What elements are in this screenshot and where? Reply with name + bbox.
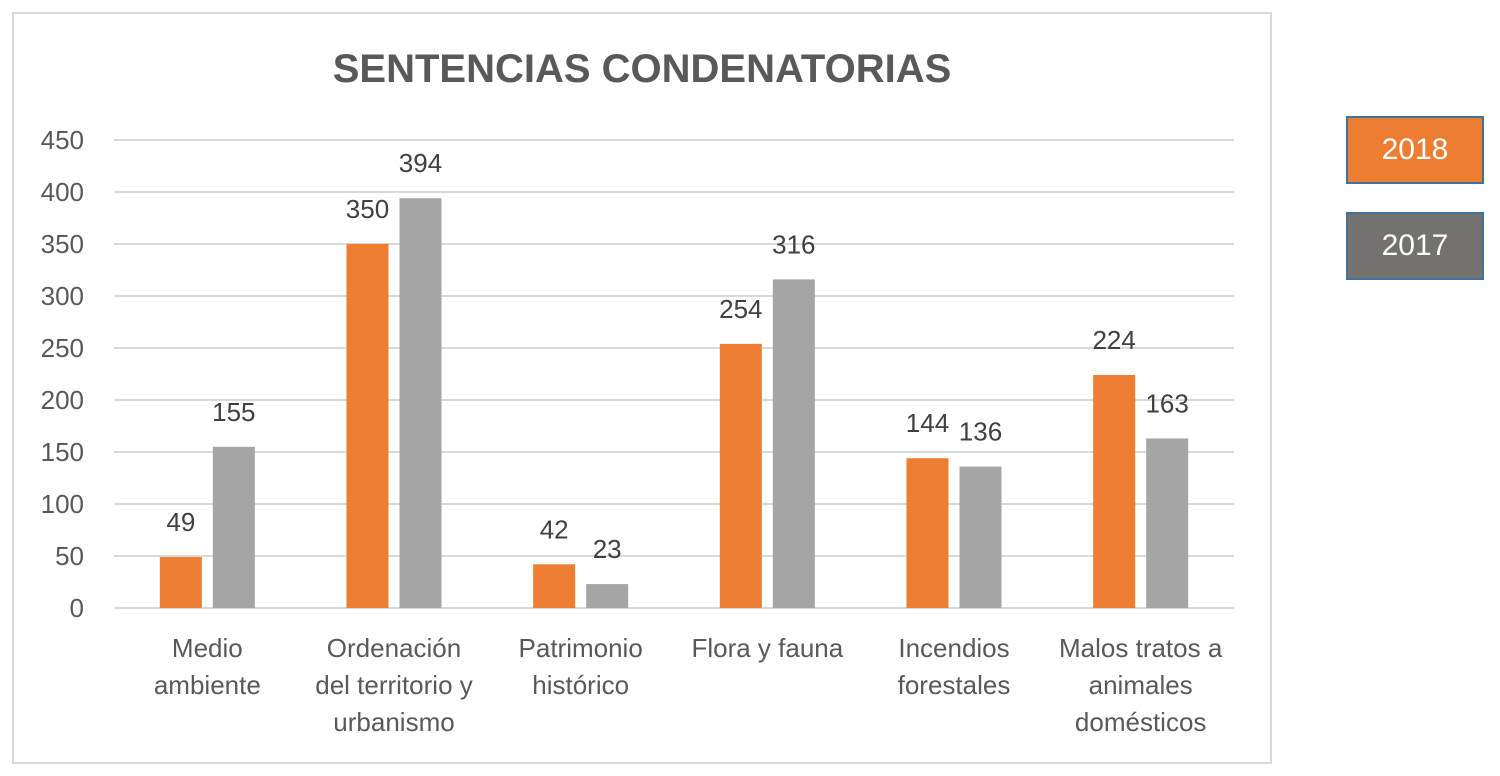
legend-item-2018: 2018: [1346, 116, 1484, 184]
x-category-label-2-0: Patrimonio: [519, 633, 643, 663]
bars: [159, 198, 1189, 609]
y-tick-label-400: 400: [41, 177, 84, 207]
chart-title: SENTENCIAS CONDENATORIAS: [333, 47, 952, 91]
data-label-2017-1: 394: [399, 148, 442, 178]
data-label-2017-2: 23: [593, 534, 622, 564]
y-tick-label-100: 100: [41, 489, 84, 519]
data-label-2017-4: 136: [959, 417, 1002, 447]
data-label-2017-3: 316: [772, 229, 815, 259]
data-label-2018-4: 144: [906, 408, 949, 438]
x-category-label-2-1: histórico: [532, 670, 629, 700]
bar-2017-1: [399, 198, 442, 609]
x-category-label-5-0: Malos tratos a: [1059, 633, 1223, 663]
x-category-label-5-2: domésticos: [1075, 707, 1207, 737]
bar-2017-2: [586, 584, 629, 608]
y-axis-tick-labels: 0 50 100 150 200 250 300 350 400 450: [41, 125, 84, 623]
y-tick-label-50: 50: [55, 541, 84, 571]
bar-2017-5: [1146, 438, 1189, 608]
bar-2018-4: [906, 458, 949, 608]
y-tick-label-200: 200: [41, 385, 84, 415]
data-label-2017-0: 155: [212, 397, 255, 427]
y-tick-label-0: 0: [70, 593, 84, 623]
x-category-label-5-1: animales: [1089, 670, 1193, 700]
x-category-label-1-0: Ordenación: [327, 633, 461, 663]
x-category-label-3-0: Flora y fauna: [691, 633, 843, 663]
bar-2018-2: [533, 564, 576, 608]
y-tick-label-250: 250: [41, 333, 84, 363]
x-category-label-1-1: del territorio y: [315, 670, 473, 700]
data-label-2018-5: 224: [1092, 325, 1135, 355]
x-category-label-0-1: ambiente: [154, 670, 261, 700]
bar-2018-3: [719, 343, 762, 608]
y-tick-label-300: 300: [41, 281, 84, 311]
bar-2018-0: [159, 557, 202, 608]
chart-frame: [12, 12, 1272, 764]
data-label-2018-0: 49: [166, 507, 195, 537]
data-label-2018-3: 254: [719, 294, 762, 324]
x-category-label-4-1: forestales: [898, 670, 1011, 700]
data-label-2018-1: 350: [346, 194, 389, 224]
x-category-label-0-0: Medio: [172, 633, 243, 663]
data-label-2017-5: 163: [1145, 388, 1188, 418]
x-category-label-4-0: Incendios: [898, 633, 1009, 663]
bar-2018-5: [1093, 375, 1136, 608]
y-tick-label-450: 450: [41, 125, 84, 155]
data-labels: 49 155 350 394 42 23 254 316 144 136 224 163: [166, 148, 1188, 564]
y-tick-label-150: 150: [41, 437, 84, 467]
gridlines: [114, 139, 1234, 609]
data-label-2018-2: 42: [540, 514, 569, 544]
bar-2017-3: [772, 279, 815, 608]
x-category-label-1-2: urbanismo: [333, 707, 454, 737]
y-tick-label-350: 350: [41, 229, 84, 259]
legend-item-2017: 2017: [1346, 212, 1484, 280]
bar-2018-1: [346, 244, 389, 608]
bar-2017-4: [959, 466, 1002, 608]
bar-2017-0: [212, 446, 255, 608]
x-axis-category-labels: Medio ambiente Ordenación del territorio y u…: [154, 633, 1223, 737]
